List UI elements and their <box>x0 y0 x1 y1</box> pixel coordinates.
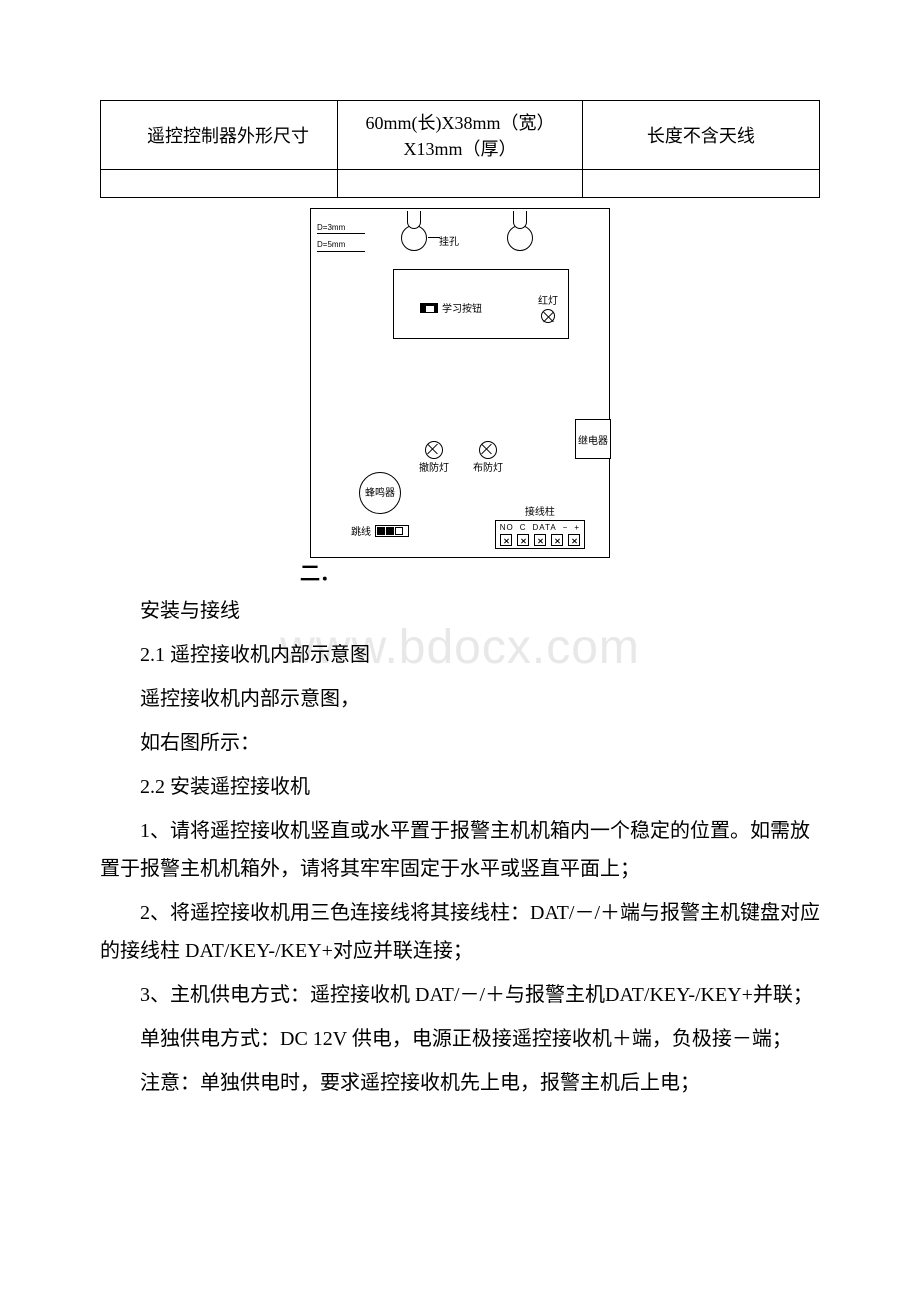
slot-icon <box>513 211 527 229</box>
spec-table: 遥控控制器外形尺寸 60mm(长)X38mm（宽）X13mm（厚） 长度不含天线 <box>100 100 820 198</box>
cell <box>338 170 582 198</box>
jumper-label: 跳线 <box>351 523 371 538</box>
bulb-icon <box>425 441 443 459</box>
learn-button-text: 学习按钮 <box>442 300 482 315</box>
jumper-icon <box>375 525 409 537</box>
screw-terminal-icon <box>534 534 546 546</box>
red-light: 红灯 <box>538 292 558 323</box>
bulb-icon <box>541 309 555 323</box>
section-number: 二． <box>300 557 340 586</box>
screw-terminal-icon <box>517 534 529 546</box>
table-row: 遥控控制器外形尺寸 60mm(长)X38mm（宽）X13mm（厚） 长度不含天线 <box>101 101 820 170</box>
dim-small: D=3mm <box>317 223 365 234</box>
paragraph: 如右图所示： <box>100 724 820 762</box>
jumper: 跳线 <box>351 523 409 538</box>
subsection-heading: 2.1 遥控接收机内部示意图 <box>100 636 820 674</box>
diagram-container: D=3mm D=5mm 挂孔 学习按钮 红灯 <box>100 208 820 563</box>
cell: 长度不含天线 <box>582 101 819 170</box>
screw-terminal-icon <box>568 534 580 546</box>
terminal-holes-row <box>500 534 580 546</box>
cell: 遥控控制器外形尺寸 <box>101 101 338 170</box>
terminal-name: + <box>574 523 580 532</box>
paragraph: 注意：单独供电时，要求遥控接收机先上电，报警主机后上电； <box>100 1064 820 1102</box>
dimension-labels: D=3mm D=5mm <box>317 223 365 258</box>
learn-button-label: 学习按钮 <box>420 300 482 315</box>
paragraph: 2、将遥控接收机用三色连接线将其接线柱：DAT/－/＋端与报警主机键盘对应的接线… <box>100 894 820 970</box>
red-light-label: 红灯 <box>538 296 558 307</box>
table-row <box>101 170 820 198</box>
paragraph: 3、主机供电方式：遥控接收机 DAT/－/＋与报警主机DAT/KEY-/KEY+… <box>100 976 820 1014</box>
dim-big: D=5mm <box>317 240 365 251</box>
button-icon <box>420 303 438 313</box>
paragraph: 遥控接收机内部示意图， <box>100 680 820 718</box>
arm-light-label: 布防灯 <box>473 463 503 474</box>
slot-icon <box>407 211 421 229</box>
document-page: 遥控控制器外形尺寸 60mm(长)X38mm（宽）X13mm（厚） 长度不含天线… <box>0 0 920 1162</box>
jumper-pin-icon <box>386 527 394 535</box>
body-text: 安装与接线 2.1 遥控接收机内部示意图 遥控接收机内部示意图， 如右图所示： … <box>100 592 820 1102</box>
buzzer: 蜂鸣器 <box>359 472 401 514</box>
section-title: 安装与接线 <box>100 592 820 630</box>
terminal-title: 接线柱 <box>495 503 585 518</box>
paragraph: 1、请将遥控接收机竖直或水平置于报警主机机箱内一个稳定的位置。如需放置于报警主机… <box>100 812 820 888</box>
hang-hole-label: 挂孔 <box>439 233 459 248</box>
screw-terminal-icon <box>500 534 512 546</box>
relay-box: 继电器 <box>575 419 611 459</box>
terminal-name: NO <box>500 523 514 532</box>
terminal-name: − <box>563 523 569 532</box>
mounting-holes: D=3mm D=5mm 挂孔 <box>311 215 609 261</box>
learn-module-box: 学习按钮 红灯 <box>393 269 569 339</box>
arm-light: 布防灯 <box>473 439 503 474</box>
terminal-block: 接线柱 NO C DATA − + <box>495 503 585 551</box>
terminal-name: DATA <box>533 523 557 532</box>
terminal-labels-row: NO C DATA − + <box>500 523 580 532</box>
leader-line <box>428 237 440 238</box>
terminal-name: C <box>520 523 527 532</box>
cell <box>101 170 338 198</box>
bulb-icon <box>479 441 497 459</box>
cell: 60mm(长)X38mm（宽）X13mm（厚） <box>338 101 582 170</box>
screw-terminal-icon <box>551 534 563 546</box>
jumper-pin-icon <box>377 527 385 535</box>
disarm-light-label: 撤防灯 <box>419 463 449 474</box>
cell <box>582 170 819 198</box>
terminal-box: NO C DATA − + <box>495 520 585 549</box>
receiver-diagram: D=3mm D=5mm 挂孔 学习按钮 红灯 <box>310 208 610 558</box>
paragraph: 单独供电方式：DC 12V 供电，电源正极接遥控接收机＋端，负极接－端； <box>100 1020 820 1058</box>
jumper-pin-icon <box>395 527 403 535</box>
subsection-heading: 2.2 安装遥控接收机 <box>100 768 820 806</box>
disarm-light: 撤防灯 <box>419 439 449 474</box>
